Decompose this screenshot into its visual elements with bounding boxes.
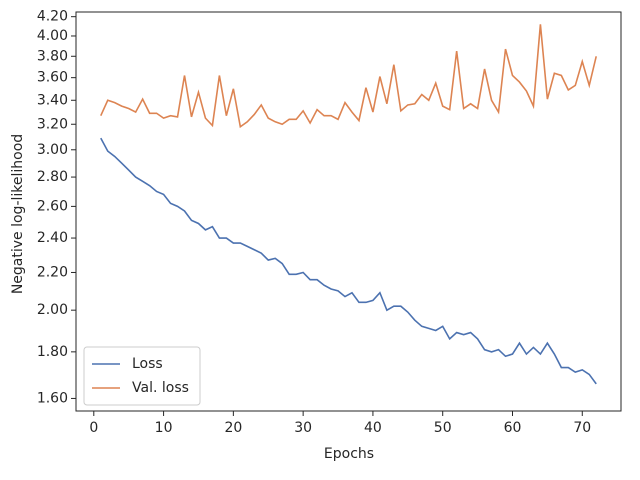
x-tick-label: 10 bbox=[155, 420, 173, 436]
y-tick-label: 2.60 bbox=[37, 198, 68, 214]
y-tick-label: 3.80 bbox=[37, 48, 68, 64]
legend-label: Val. loss bbox=[132, 380, 189, 396]
line-series bbox=[100, 137, 597, 385]
legend-box bbox=[83, 346, 201, 406]
x-tick-label: 40 bbox=[364, 420, 382, 436]
y-tick-label: 2.40 bbox=[37, 230, 68, 246]
y-axis-label: Negative log-likelihood bbox=[10, 134, 26, 294]
axes-frame bbox=[75, 11, 622, 412]
y-tick-label: 4.00 bbox=[37, 28, 68, 44]
legend-label: Loss bbox=[132, 356, 163, 372]
y-tick-label: 2.20 bbox=[37, 264, 68, 280]
y-tick-label: 3.20 bbox=[37, 116, 68, 132]
y-tick-label: 1.80 bbox=[37, 344, 68, 360]
x-tick-label: 20 bbox=[224, 420, 242, 436]
x-tick-label: 50 bbox=[434, 420, 452, 436]
x-tick-label: 0 bbox=[89, 420, 98, 436]
y-tick-label: 3.40 bbox=[37, 92, 68, 108]
x-tick-label: 70 bbox=[573, 420, 591, 436]
y-tick-label: 4.20 bbox=[37, 9, 68, 25]
y-tick-label: 2.00 bbox=[37, 302, 68, 318]
x-tick-label: 60 bbox=[504, 420, 522, 436]
line-series bbox=[100, 24, 598, 129]
y-tick-label: 2.80 bbox=[37, 169, 68, 185]
x-tick-label: 30 bbox=[294, 420, 312, 436]
x-axis-label: Epochs bbox=[324, 446, 374, 462]
y-tick-label: 3.60 bbox=[37, 70, 68, 86]
y-tick-label: 1.60 bbox=[37, 390, 68, 406]
y-tick-label: 3.00 bbox=[37, 142, 68, 158]
